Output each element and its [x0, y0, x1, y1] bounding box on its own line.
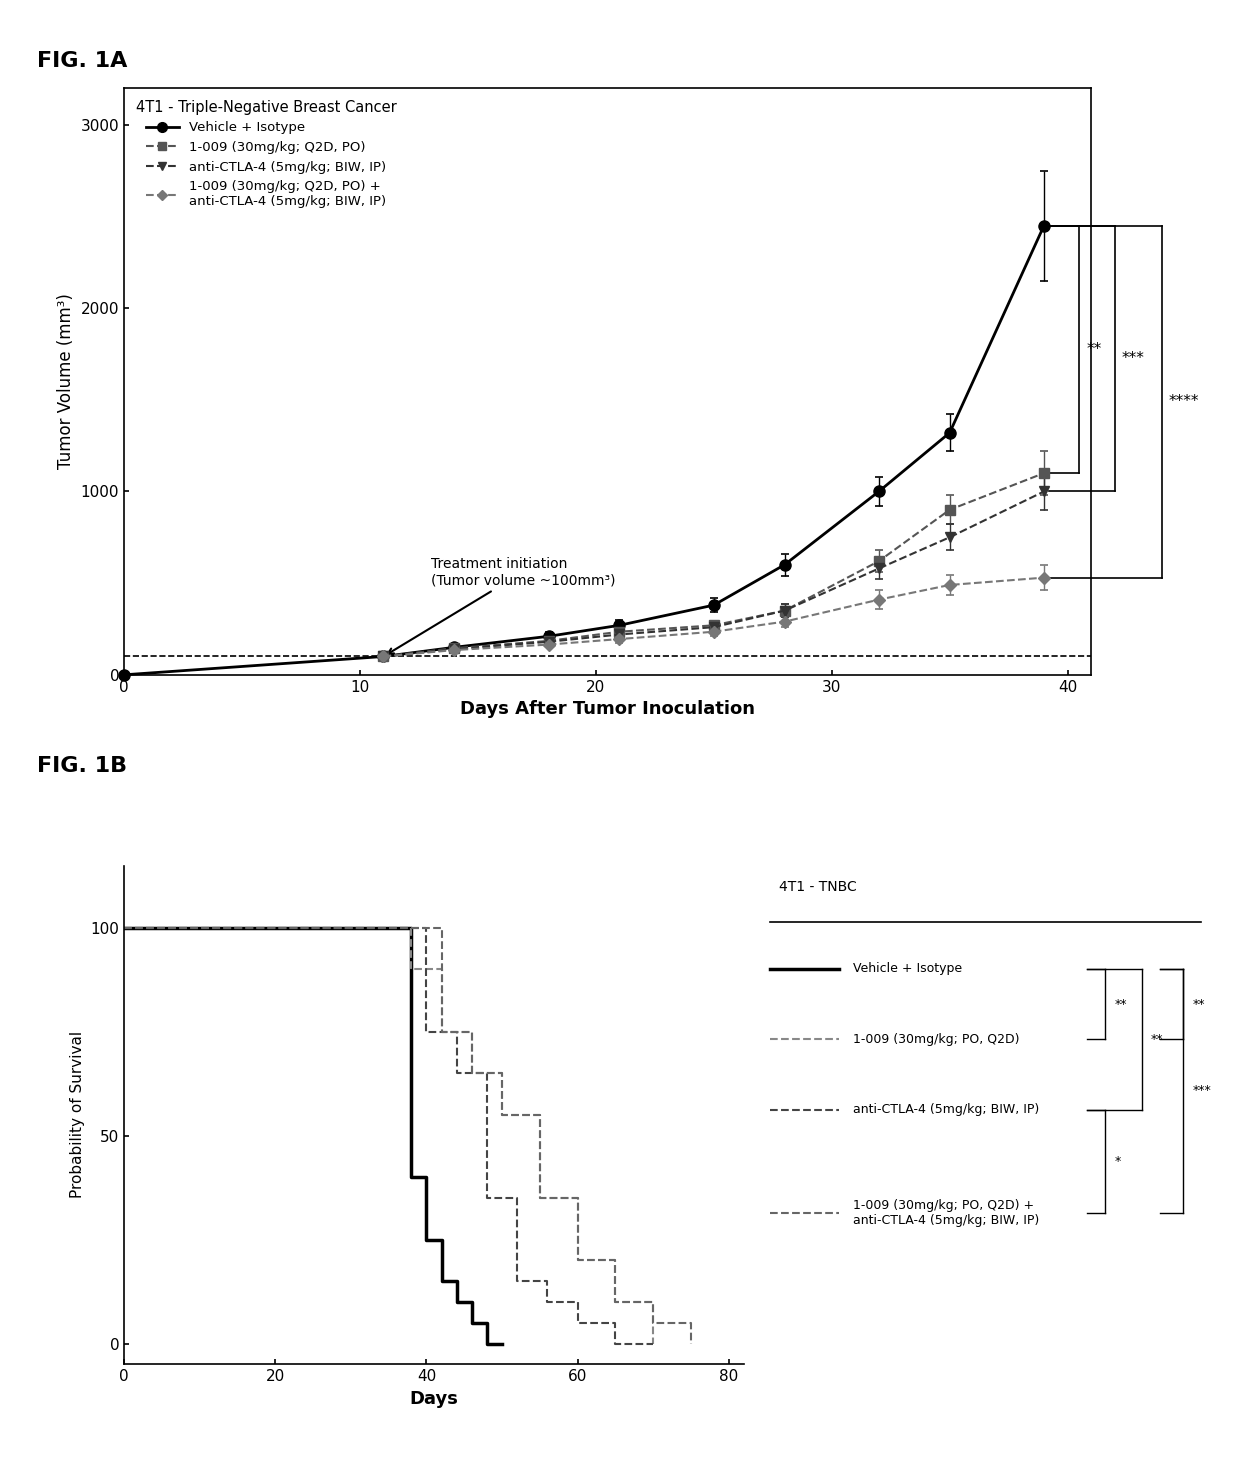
Text: *: *	[1115, 1155, 1121, 1168]
Y-axis label: Probability of Survival: Probability of Survival	[69, 1031, 84, 1199]
Text: FIG. 1B: FIG. 1B	[37, 756, 128, 776]
Text: 4T1 - TNBC: 4T1 - TNBC	[780, 880, 857, 893]
Text: ****: ****	[1169, 395, 1199, 409]
Text: FIG. 1A: FIG. 1A	[37, 51, 128, 72]
Y-axis label: Tumor Volume (mm³): Tumor Volume (mm³)	[57, 293, 74, 469]
Text: ***: ***	[1193, 1084, 1211, 1097]
Text: **: **	[1151, 1033, 1163, 1046]
Legend: Vehicle + Isotype, 1-009 (30mg/kg; Q2D, PO), anti-CTLA-4 (5mg/kg; BIW, IP), 1-00: Vehicle + Isotype, 1-009 (30mg/kg; Q2D, …	[130, 94, 402, 214]
X-axis label: Days After Tumor Inoculation: Days After Tumor Inoculation	[460, 700, 755, 719]
Text: Vehicle + Isotype: Vehicle + Isotype	[853, 962, 962, 976]
Text: **: **	[1193, 998, 1205, 1011]
Text: anti-CTLA-4 (5mg/kg; BIW, IP): anti-CTLA-4 (5mg/kg; BIW, IP)	[853, 1103, 1039, 1116]
Text: Treatment initiation
(Tumor volume ~100mm³): Treatment initiation (Tumor volume ~100m…	[388, 557, 615, 654]
Text: 1-009 (30mg/kg; PO, Q2D) +
anti-CTLA-4 (5mg/kg; BIW, IP): 1-009 (30mg/kg; PO, Q2D) + anti-CTLA-4 (…	[853, 1199, 1039, 1226]
Text: **: **	[1086, 342, 1101, 356]
Text: 1-009 (30mg/kg; PO, Q2D): 1-009 (30mg/kg; PO, Q2D)	[853, 1033, 1019, 1046]
X-axis label: Days: Days	[409, 1389, 459, 1408]
Text: **: **	[1115, 998, 1127, 1011]
Text: ***: ***	[1122, 351, 1145, 365]
